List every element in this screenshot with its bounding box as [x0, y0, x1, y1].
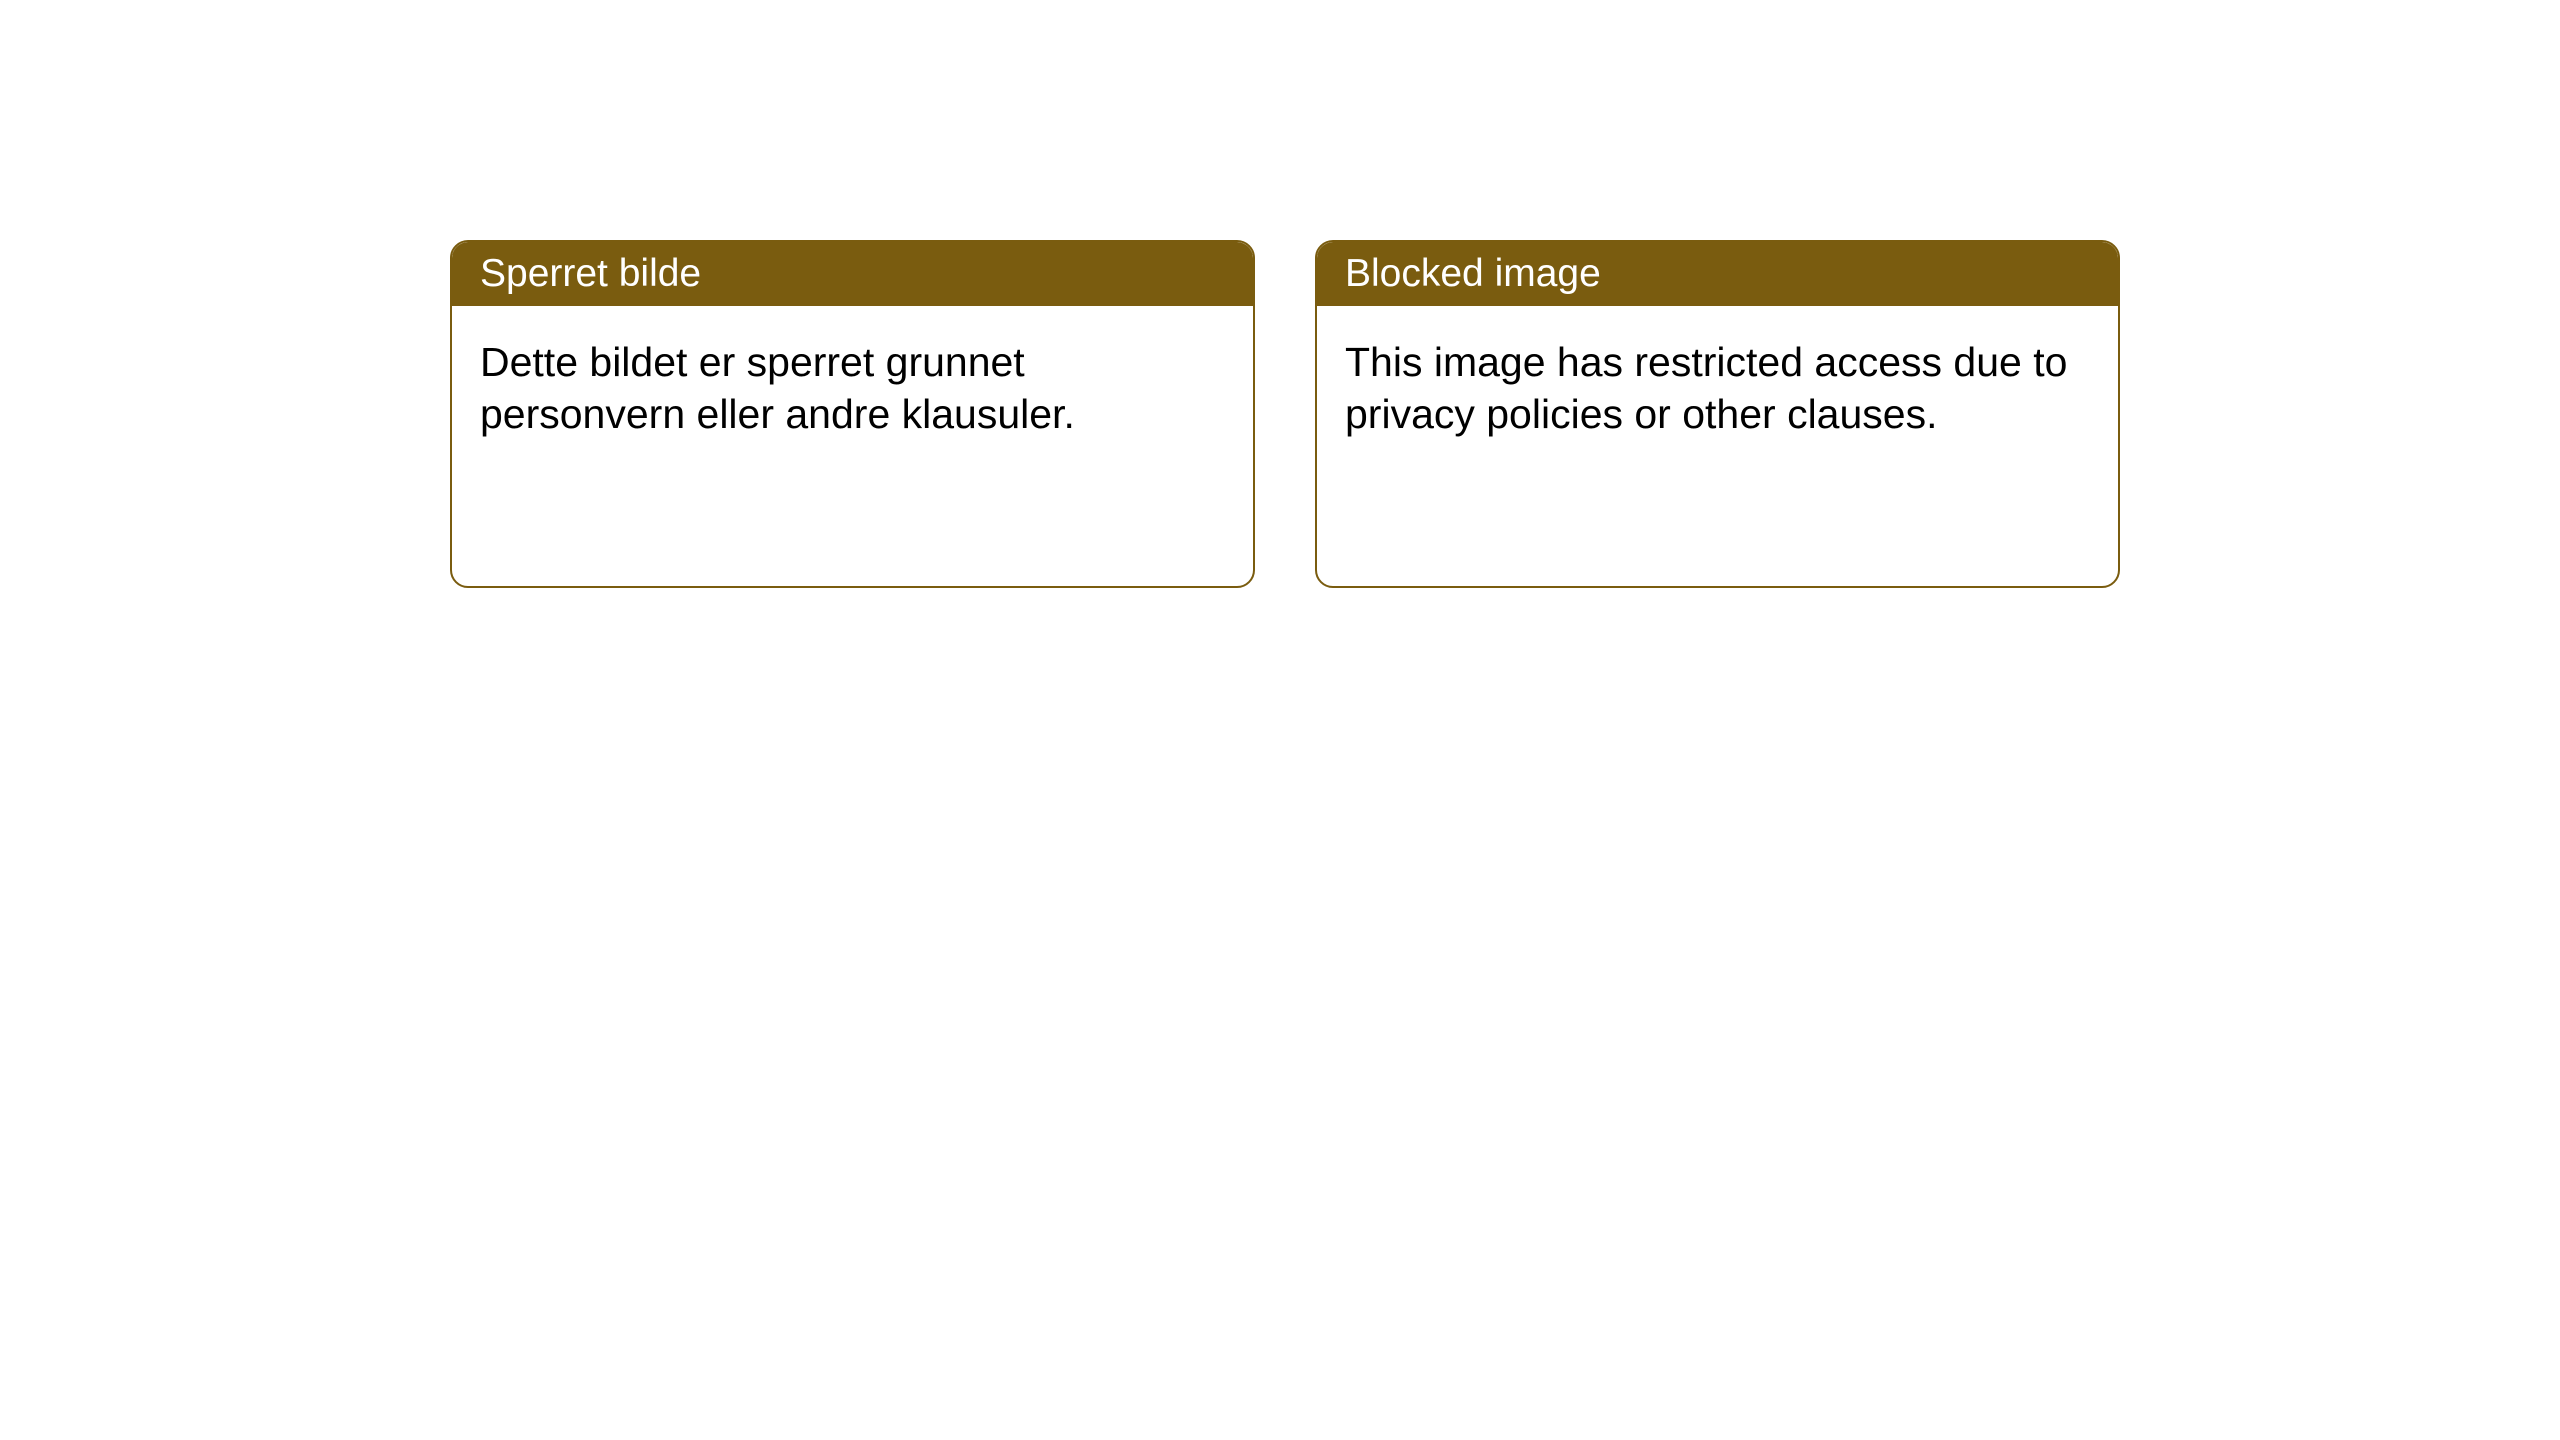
- notice-body: This image has restricted access due to …: [1317, 306, 2118, 586]
- notice-header: Blocked image: [1317, 242, 2118, 306]
- notice-title: Blocked image: [1345, 252, 1601, 295]
- notice-box-norwegian: Sperret bilde Dette bildet er sperret gr…: [450, 240, 1255, 588]
- notice-body-text: This image has restricted access due to …: [1345, 339, 2067, 437]
- notice-body-text: Dette bildet er sperret grunnet personve…: [480, 339, 1075, 437]
- notice-title: Sperret bilde: [480, 252, 701, 295]
- notice-box-english: Blocked image This image has restricted …: [1315, 240, 2120, 588]
- notice-body: Dette bildet er sperret grunnet personve…: [452, 306, 1253, 586]
- notice-container: Sperret bilde Dette bildet er sperret gr…: [450, 240, 2120, 588]
- notice-header: Sperret bilde: [452, 242, 1253, 306]
